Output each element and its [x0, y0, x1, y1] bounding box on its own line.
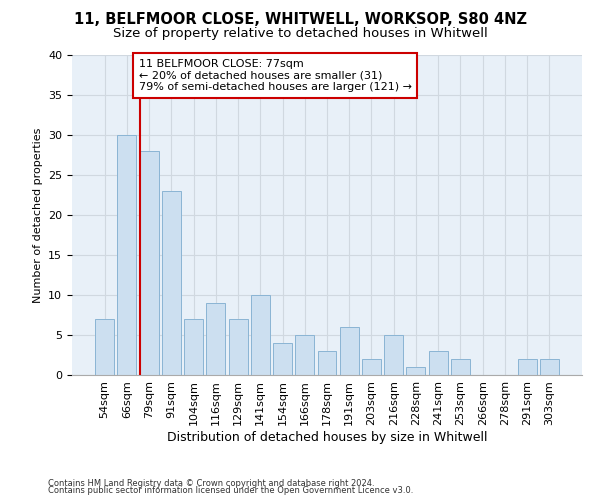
- Bar: [429, 351, 448, 375]
- Bar: [118, 135, 136, 375]
- Bar: [140, 151, 158, 375]
- Bar: [251, 295, 270, 375]
- Bar: [206, 303, 225, 375]
- Bar: [540, 359, 559, 375]
- Text: Size of property relative to detached houses in Whitwell: Size of property relative to detached ho…: [113, 28, 487, 40]
- Bar: [162, 191, 181, 375]
- Bar: [384, 335, 403, 375]
- Bar: [362, 359, 381, 375]
- Bar: [406, 367, 425, 375]
- Bar: [317, 351, 337, 375]
- Bar: [340, 327, 359, 375]
- Text: 11, BELFMOOR CLOSE, WHITWELL, WORKSOP, S80 4NZ: 11, BELFMOOR CLOSE, WHITWELL, WORKSOP, S…: [74, 12, 527, 28]
- Bar: [451, 359, 470, 375]
- X-axis label: Distribution of detached houses by size in Whitwell: Distribution of detached houses by size …: [167, 430, 487, 444]
- Bar: [184, 319, 203, 375]
- Y-axis label: Number of detached properties: Number of detached properties: [32, 128, 43, 302]
- Bar: [518, 359, 536, 375]
- Text: Contains HM Land Registry data © Crown copyright and database right 2024.: Contains HM Land Registry data © Crown c…: [48, 478, 374, 488]
- Bar: [95, 319, 114, 375]
- Text: 11 BELFMOOR CLOSE: 77sqm
← 20% of detached houses are smaller (31)
79% of semi-d: 11 BELFMOOR CLOSE: 77sqm ← 20% of detach…: [139, 59, 412, 92]
- Bar: [229, 319, 248, 375]
- Bar: [273, 343, 292, 375]
- Bar: [295, 335, 314, 375]
- Text: Contains public sector information licensed under the Open Government Licence v3: Contains public sector information licen…: [48, 486, 413, 495]
